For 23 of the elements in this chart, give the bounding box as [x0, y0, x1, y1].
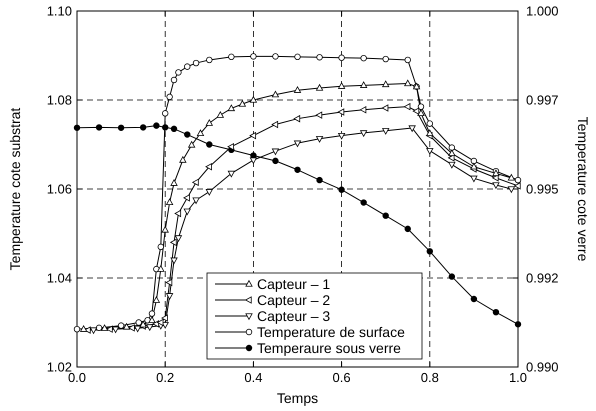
y2-tick-label: 0.997 — [526, 92, 559, 108]
legend-label: Capteur – 2 — [257, 292, 330, 308]
x-tick-label: 0.6 — [332, 370, 351, 385]
x-tick-label: 0.8 — [420, 370, 439, 385]
legend-label: Temperaure sous verre — [257, 340, 402, 356]
y-axis-title: Temperature cote substrat — [7, 108, 23, 270]
legend-label: Temperature de surface — [257, 324, 406, 340]
x-axis-title: Temps — [276, 390, 318, 406]
y2-tick-label: 1.000 — [526, 4, 559, 18]
y2-tick-label: 0.992 — [526, 270, 559, 286]
legend-label: Capteur – 3 — [257, 308, 330, 324]
x-tick-label: 1.0 — [508, 370, 528, 385]
y-tick-label: 1.08 — [46, 92, 72, 108]
y2-tick-label: 0.995 — [526, 182, 559, 196]
x-tick-label: 0.2 — [156, 370, 174, 385]
y-tick-label: 1.04 — [46, 270, 72, 286]
y2-axis-title: Temperature cote verre — [575, 116, 591, 262]
legend-label: Capteur – 1 — [257, 276, 330, 292]
x-tick-label: 0.0 — [68, 370, 86, 385]
y2-tick-label: 0.990 — [526, 360, 559, 374]
y-tick-label: 1.10 — [46, 4, 72, 18]
x-tick-label: 0.4 — [244, 370, 262, 385]
y-tick-label: 1.06 — [46, 182, 72, 196]
